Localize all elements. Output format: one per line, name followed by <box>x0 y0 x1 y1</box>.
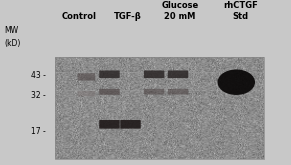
FancyBboxPatch shape <box>99 89 120 95</box>
Text: 43 -: 43 - <box>31 71 46 80</box>
FancyBboxPatch shape <box>168 89 188 95</box>
Bar <box>55 57 264 159</box>
Text: Control: Control <box>62 12 97 21</box>
Text: TGF-β: TGF-β <box>114 12 142 21</box>
FancyBboxPatch shape <box>78 73 95 81</box>
FancyBboxPatch shape <box>99 120 120 129</box>
Text: Glucose
20 mM: Glucose 20 mM <box>162 1 199 21</box>
Text: 32 -: 32 - <box>31 91 46 100</box>
FancyBboxPatch shape <box>78 91 95 96</box>
Text: (kD): (kD) <box>4 39 21 48</box>
Text: MW: MW <box>4 26 18 35</box>
Ellipse shape <box>218 69 255 95</box>
FancyBboxPatch shape <box>168 70 188 78</box>
FancyBboxPatch shape <box>144 89 164 95</box>
FancyBboxPatch shape <box>120 120 141 129</box>
FancyBboxPatch shape <box>99 70 120 78</box>
Text: 17 -: 17 - <box>31 127 46 136</box>
Text: rhCTGF
Std: rhCTGF Std <box>223 1 258 21</box>
FancyBboxPatch shape <box>144 70 164 78</box>
